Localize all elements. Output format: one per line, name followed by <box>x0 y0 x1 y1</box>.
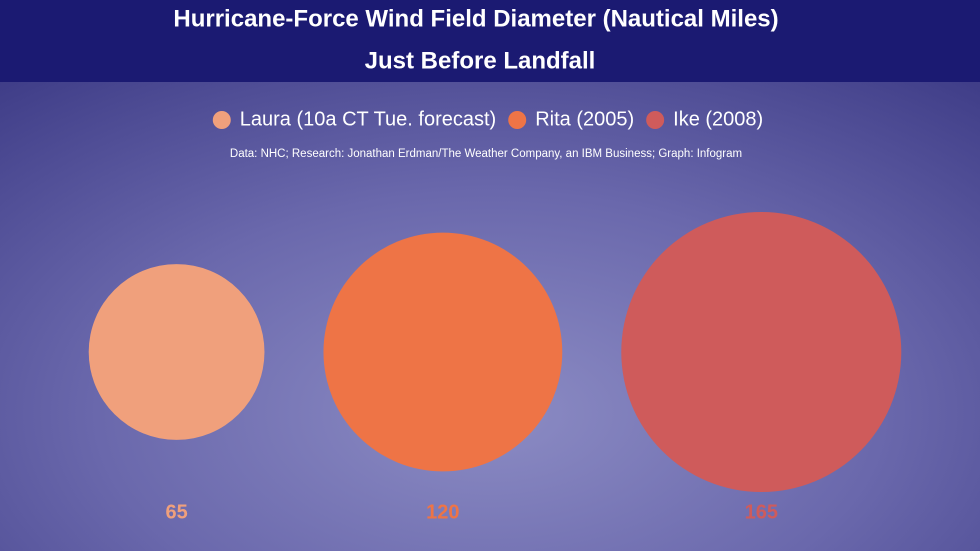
value-label: 120 <box>426 501 459 523</box>
legend-label: Rita (2005) <box>535 108 634 130</box>
chart-title: Hurricane-Force Wind Field Diameter (Nau… <box>173 5 778 32</box>
chart-subtitle: Just Before Landfall <box>365 47 596 74</box>
legend-label: Laura (10a CT Tue. forecast) <box>240 108 496 130</box>
legend-marker <box>646 111 665 129</box>
title-band <box>0 0 980 82</box>
legend-label: Ike (2008) <box>673 108 763 130</box>
value-label: 165 <box>745 501 778 523</box>
legend-marker <box>212 111 231 129</box>
legend: Laura (10a CT Tue. forecast) Rita (2005) I… <box>212 108 763 130</box>
bubble <box>621 211 902 493</box>
value-label: 65 <box>165 501 187 523</box>
bubble <box>88 264 265 440</box>
source-note: Data: NHC; Research: Jonathan Erdman/The… <box>230 148 742 160</box>
legend-marker <box>508 111 527 129</box>
bubble <box>323 232 563 472</box>
